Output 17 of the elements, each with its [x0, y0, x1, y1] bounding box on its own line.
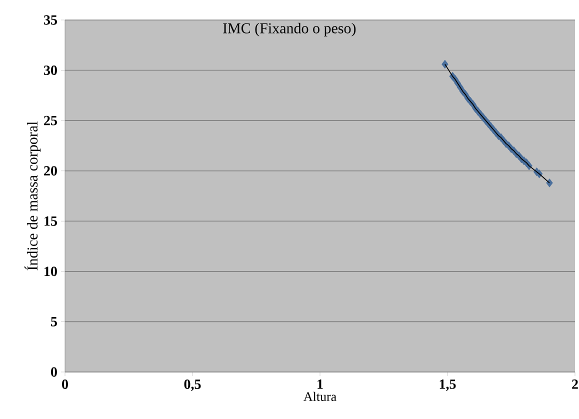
x-tick-label: 0: [62, 380, 68, 389]
point: [442, 60, 448, 69]
x-tick-label: 1: [318, 380, 323, 389]
x-tick-label: 1,5: [440, 380, 456, 391]
y-tick-label: 35: [44, 15, 57, 25]
y-tick-label: 10: [44, 266, 57, 276]
chart-title: IMC (Fixando o peso): [223, 22, 356, 36]
x-tick-label: 2: [572, 380, 578, 389]
y-tick-label: 5: [51, 317, 57, 326]
x-axis-title: Altura: [304, 392, 336, 402]
y-axis-title: Índice de massa corporal: [24, 122, 41, 270]
y-tick-label: 25: [44, 116, 57, 126]
y-tick-label: 0: [51, 367, 57, 377]
x-tick-label: 0,5: [184, 380, 201, 391]
y-tick-label: 20: [44, 166, 57, 176]
y-tick-label: 30: [44, 66, 57, 76]
y-tick-label: 15: [44, 216, 57, 226]
